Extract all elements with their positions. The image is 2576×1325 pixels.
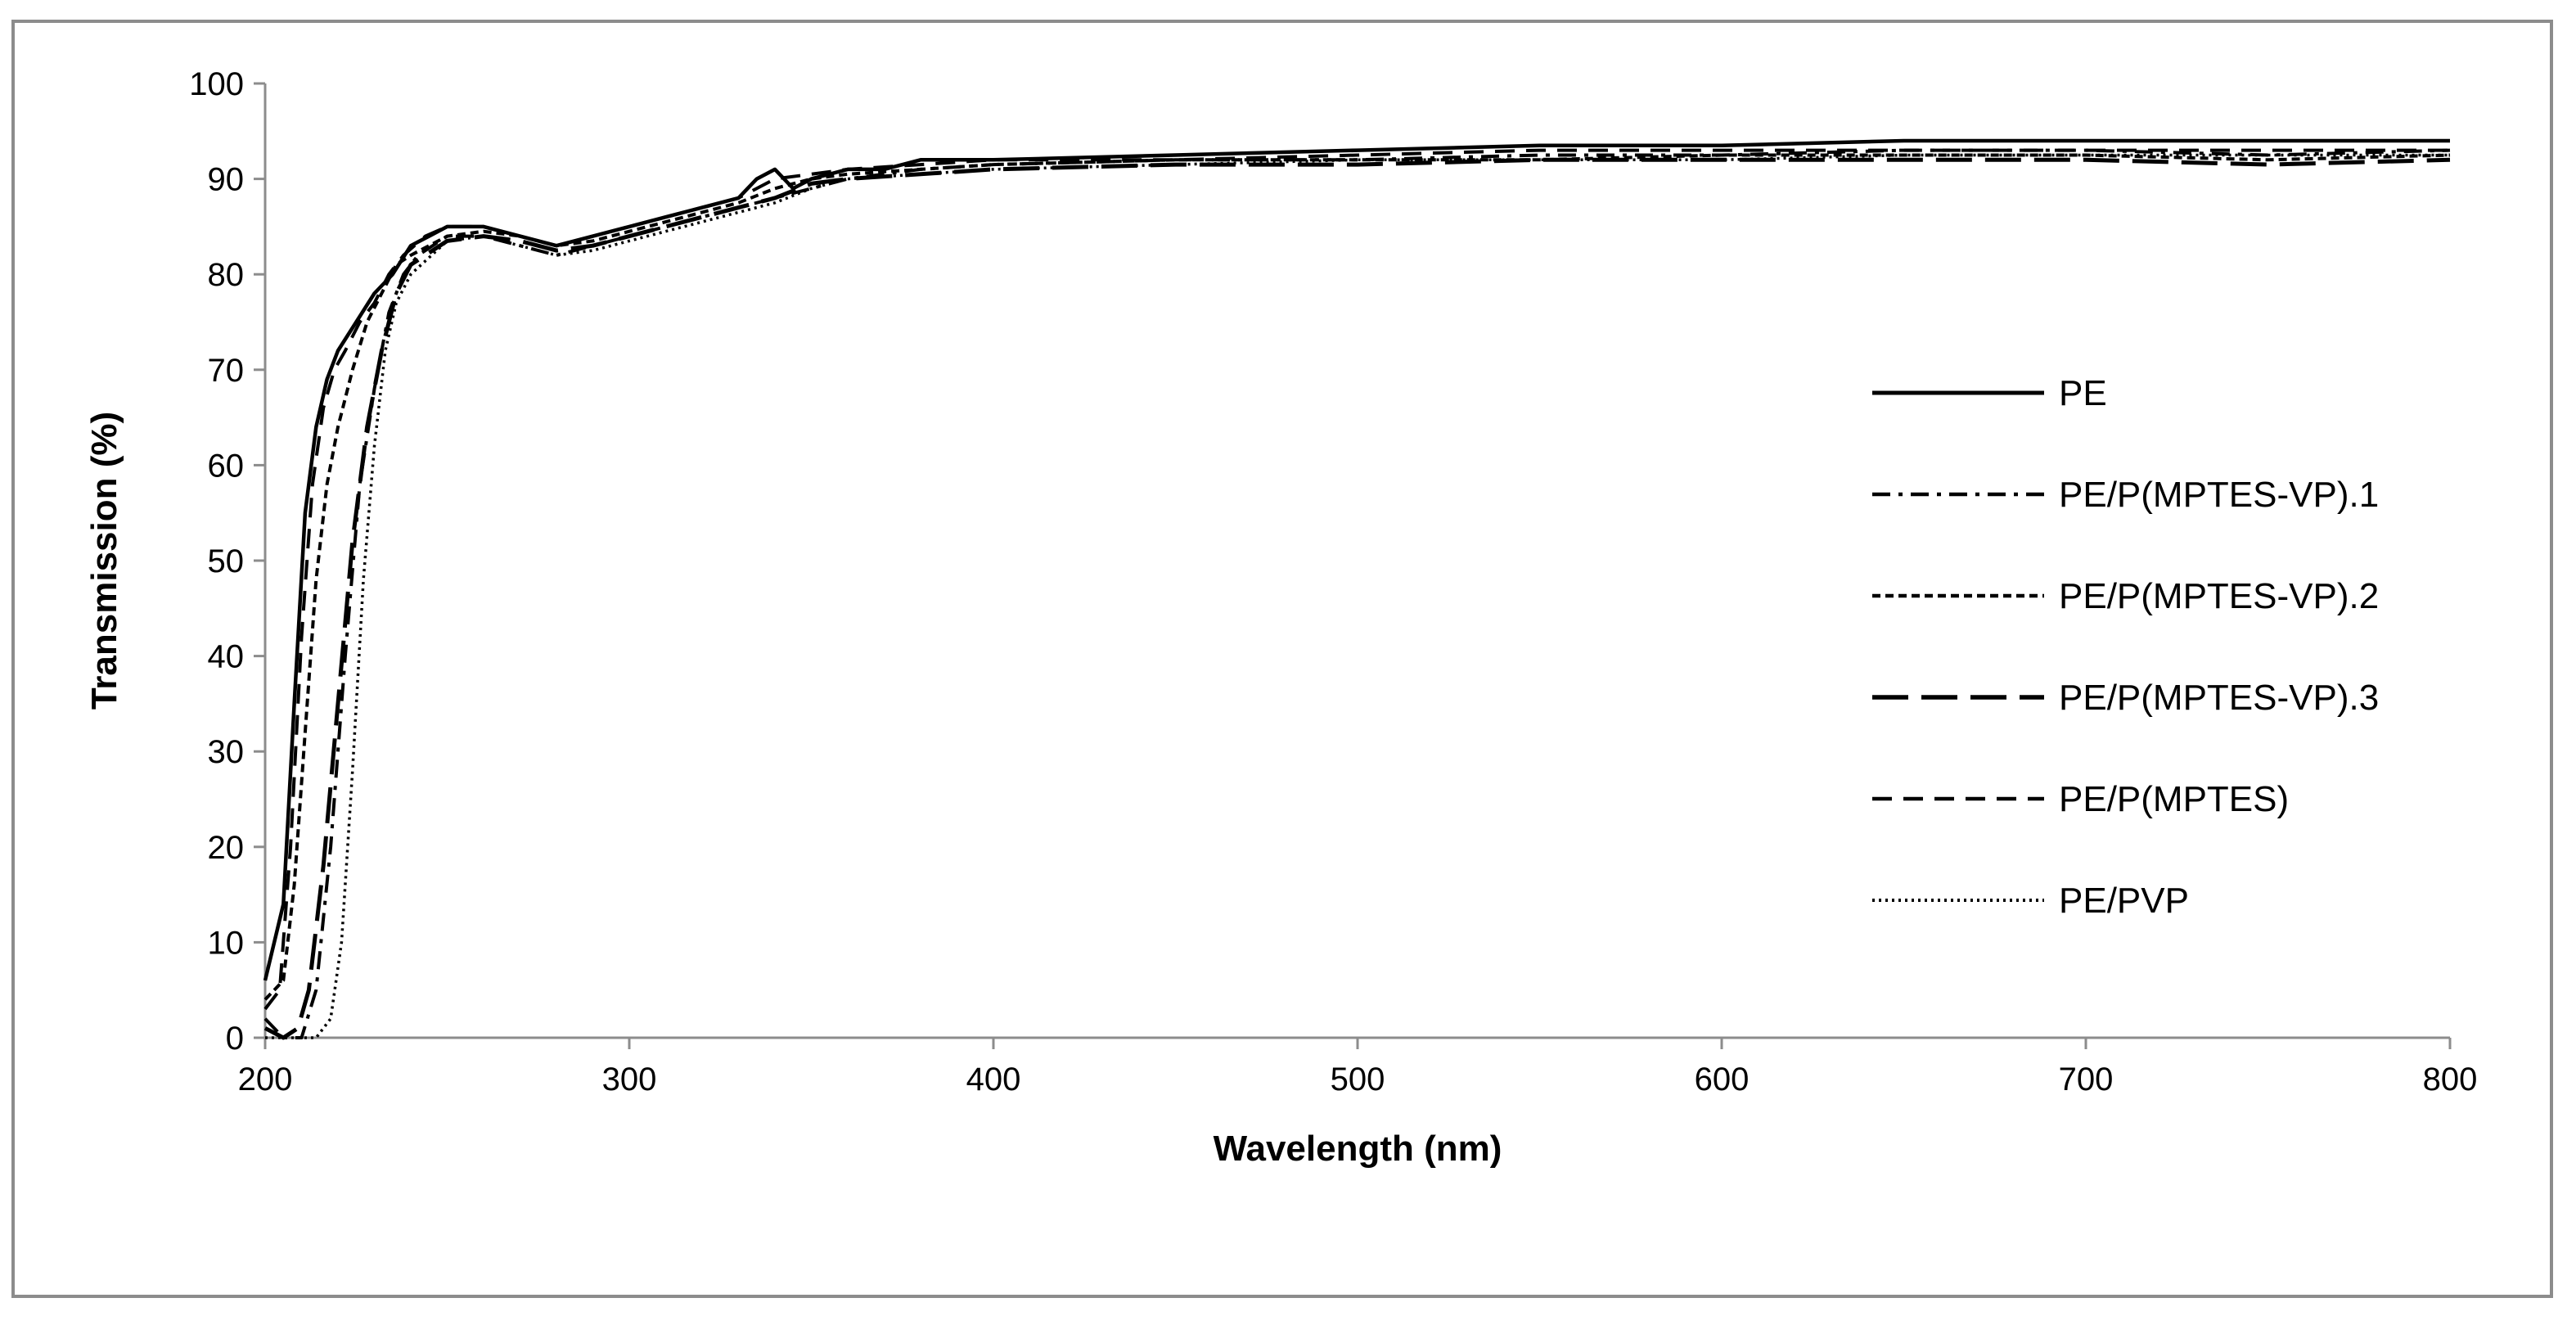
transmission-line-chart: 0 10 20 30 40 50 60 70 80 90 100 200 300 400 500 600 700… xyxy=(84,66,2477,1169)
legend-label-5: PE/P(MPTES) xyxy=(2059,779,2289,819)
y-tick-label: 70 xyxy=(208,353,245,389)
y-tick-label: 30 xyxy=(208,734,245,770)
series-3-line xyxy=(263,153,2451,1001)
y-tick-label: 50 xyxy=(208,543,245,579)
axes: 0 10 20 30 40 50 60 70 80 90 100 200 300 400 500 600 700… xyxy=(189,66,2477,1097)
x-tick-label: 200 xyxy=(238,1061,293,1097)
y-tick-label: 20 xyxy=(208,830,245,866)
series-lines xyxy=(263,138,2451,1040)
y-tick-label: 90 xyxy=(208,162,245,198)
y-tick-label: 80 xyxy=(208,257,245,293)
x-tick-label: 500 xyxy=(1331,1061,1385,1097)
series-5-line xyxy=(263,148,2450,1011)
legend-label-2: PE/P(MPTES-VP).1 xyxy=(2059,475,2379,515)
legend-label-1: PE xyxy=(2059,373,2107,413)
y-tick-label: 40 xyxy=(208,639,245,675)
legend-label-3: PE/P(MPTES-VP).2 xyxy=(2059,576,2379,616)
y-tick-label: 100 xyxy=(189,66,244,102)
y-tick-label: 60 xyxy=(208,448,245,484)
x-tick-label: 300 xyxy=(602,1061,657,1097)
series-4-line xyxy=(263,157,2451,1040)
x-tick-label: 800 xyxy=(2423,1061,2478,1097)
series-6-line xyxy=(265,153,2450,1039)
legend-label-6: PE/PVP xyxy=(2059,881,2189,921)
series-1-line xyxy=(263,138,2450,981)
legend: PE PE/P(MPTES-VP).1 PE/P(MPTES-VP).2 PE/P(M… xyxy=(1872,373,2379,921)
x-tick-label: 600 xyxy=(1695,1061,1750,1097)
y-tick-label: 0 xyxy=(226,1021,244,1057)
x-axis-title: Wavelength (nm) xyxy=(1214,1129,1502,1169)
chart-frame: 0 10 20 30 40 50 60 70 80 90 100 200 300 400 500 600 700… xyxy=(11,20,2553,1298)
y-tick-label: 10 xyxy=(208,925,245,961)
y-axis-title: Transmission (%) xyxy=(84,412,124,710)
x-tick-label: 700 xyxy=(2059,1061,2114,1097)
legend-label-4: PE/P(MPTES-VP).3 xyxy=(2059,678,2379,718)
x-tick-label: 400 xyxy=(966,1061,1021,1097)
